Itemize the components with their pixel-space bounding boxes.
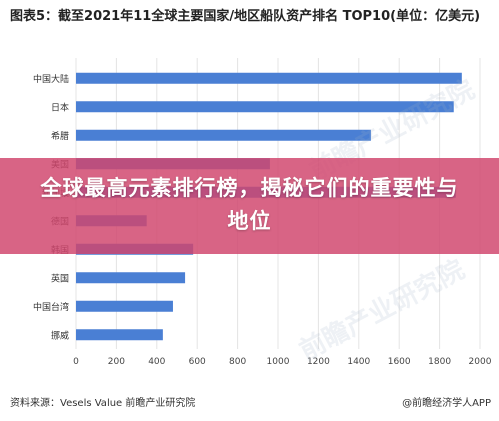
- bar: [76, 272, 186, 284]
- y-tick-label: 希腊: [51, 130, 69, 142]
- x-tick-label: 600: [189, 357, 206, 367]
- x-tick-label: 1000: [267, 357, 290, 367]
- y-tick-label: 中国台湾: [33, 301, 69, 313]
- x-tick-label: 2000: [469, 357, 492, 367]
- x-tick-label: 1600: [388, 357, 411, 367]
- x-tick-label: 400: [148, 357, 165, 367]
- bar: [76, 72, 462, 84]
- bar: [76, 101, 454, 113]
- x-tick-labels: 0 200 400 600 800 1000 1200 1400 1600 1800 2000: [73, 357, 492, 367]
- source-note: 资料来源：Vesels Value 前瞻产业研究院: [10, 398, 196, 409]
- x-tick-label: 1200: [307, 357, 330, 367]
- y-tick-label: 中国大陆: [33, 73, 69, 85]
- y-tick-label: 挪威: [51, 329, 69, 341]
- x-tick-label: 1400: [347, 357, 370, 367]
- bar: [76, 129, 371, 141]
- chart-title: 图表5：截至2021年11全球主要国家/地区船队资产排名 TOP10(单位：亿美…: [10, 9, 481, 24]
- brand-credit: @前瞻经济学人APP: [402, 398, 491, 409]
- x-tick-label: 1800: [428, 357, 451, 367]
- x-tick-label: 200: [108, 357, 125, 367]
- bar: [76, 329, 163, 341]
- bar: [76, 300, 173, 312]
- y-tick-label: 英国: [51, 272, 69, 284]
- x-tick-label: 800: [229, 357, 246, 367]
- banner-headline: 全球最高元素排行榜，揭秘它们的重要性与地位: [40, 176, 459, 233]
- x-tick-label: 0: [73, 357, 79, 367]
- y-tick-label: 日本: [51, 101, 69, 113]
- overlay-banner: [0, 158, 499, 254]
